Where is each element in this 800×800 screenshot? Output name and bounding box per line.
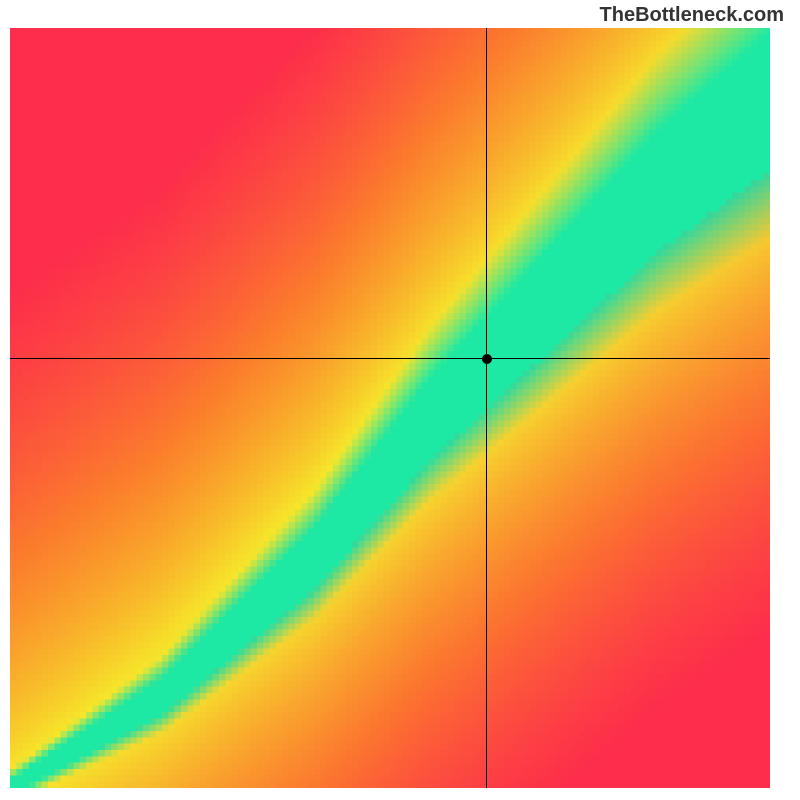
- heatmap-canvas: [10, 28, 770, 788]
- crosshair-horizontal: [10, 358, 770, 359]
- crosshair-vertical: [486, 28, 487, 788]
- plot-area: [10, 28, 770, 788]
- crosshair-marker: [482, 354, 492, 364]
- chart-container: TheBottleneck.com: [0, 0, 800, 800]
- watermark-text: TheBottleneck.com: [600, 4, 784, 27]
